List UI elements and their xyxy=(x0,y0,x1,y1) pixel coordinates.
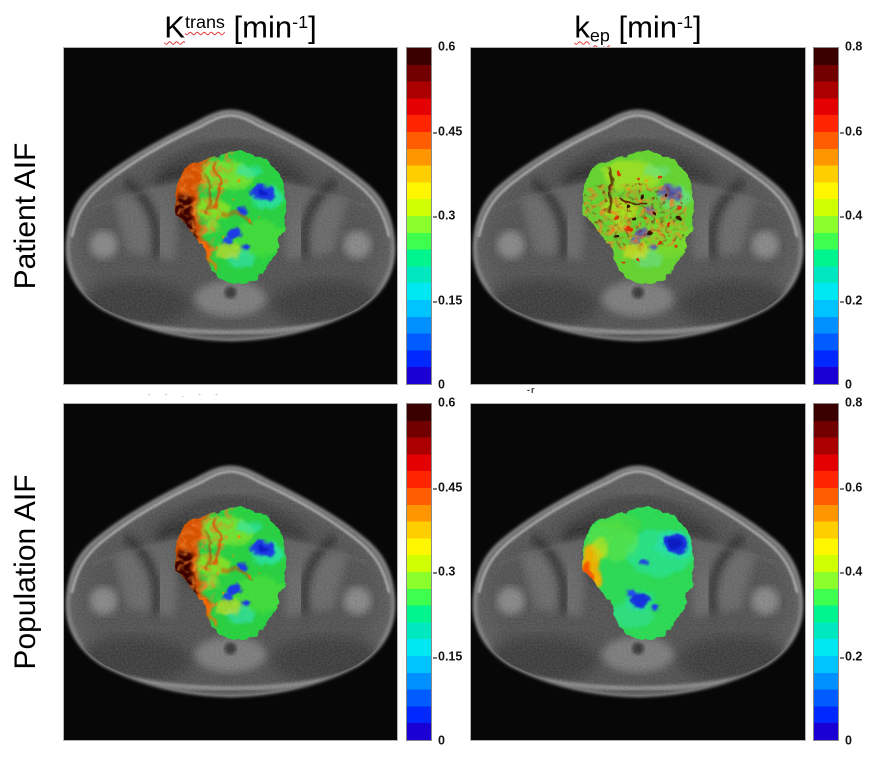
tick-label: 0.3 xyxy=(438,564,456,579)
kep-unit-exponent: -1 xyxy=(677,12,694,32)
tick-label: 0.2 xyxy=(845,649,863,664)
colorbar-kep-bottom: 0.8 0.6 0.4 0.2 0 xyxy=(813,396,879,748)
ktrans-exponent: trans xyxy=(184,12,225,32)
tick-label: 0.45 xyxy=(438,124,463,139)
colorbar-kep-top: 0.8 0.6 0.4 0.2 0 xyxy=(813,40,879,392)
tick-label: 0 xyxy=(845,733,852,748)
kep-unit-open: [min xyxy=(609,9,678,45)
tick-label: 0.4 xyxy=(845,208,863,223)
tick-label: 0 xyxy=(845,377,852,392)
colorbar-ktrans-bottom: 0.6 0.45 0.3 0.15 0 xyxy=(406,396,472,748)
cropped-title-artifact-left: - - . - - xyxy=(148,390,224,399)
tick-label: 0.3 xyxy=(438,208,456,223)
kep-unit-close: ] xyxy=(693,9,702,45)
column-title-kep: kep [min-1] xyxy=(470,1,806,45)
mri-panel-population-kep xyxy=(470,403,806,741)
tick-label: 0.15 xyxy=(438,649,463,664)
kep-subscript: ep xyxy=(589,25,610,46)
mri-panel-population-ktrans xyxy=(63,403,398,741)
mri-image-patient-ktrans xyxy=(64,48,397,384)
tick-label: 0.15 xyxy=(438,293,463,308)
ktrans-unit-open: [min xyxy=(224,9,293,45)
tick-label: 0.6 xyxy=(845,124,863,139)
mri-panel-patient-ktrans xyxy=(63,47,398,385)
colorbar-ktrans-bottom-gradient xyxy=(406,403,432,741)
colorbar-kep-bottom-gradient xyxy=(813,403,839,741)
row-label-population-aif: Population AIF xyxy=(9,474,42,670)
ktrans-unit-close: ] xyxy=(308,9,317,45)
ktrans-unit-exponent: -1 xyxy=(292,12,309,32)
tick-label: 0.6 xyxy=(438,39,456,54)
tick-label: 0 xyxy=(438,377,445,392)
row-label-patient-aif: Patient AIF xyxy=(9,142,42,290)
mri-image-population-ktrans xyxy=(64,404,397,740)
tick-label: 0.4 xyxy=(845,564,863,579)
tick-label: 0 xyxy=(438,733,445,748)
colorbar-ktrans-top-gradient xyxy=(406,47,432,385)
tick-label: 0.8 xyxy=(845,39,863,54)
kep-symbol: k xyxy=(574,9,590,45)
tick-label: 0.45 xyxy=(438,480,463,495)
tick-label: 0.6 xyxy=(845,480,863,495)
column-title-ktrans: Ktrans [min-1] xyxy=(73,1,408,45)
cropped-title-artifact-right: -r xyxy=(527,385,536,395)
tick-label: 0.8 xyxy=(845,395,863,410)
mri-image-population-kep xyxy=(471,404,805,740)
mri-panel-patient-kep xyxy=(470,47,806,385)
tick-label: 0.2 xyxy=(845,293,863,308)
mri-image-patient-kep xyxy=(471,48,805,384)
colorbar-kep-top-gradient xyxy=(813,47,839,385)
tick-label: 0.6 xyxy=(438,395,456,410)
colorbar-ktrans-top: 0.6 0.45 0.3 0.15 0 xyxy=(406,40,472,392)
ktrans-symbol: K xyxy=(164,9,185,45)
